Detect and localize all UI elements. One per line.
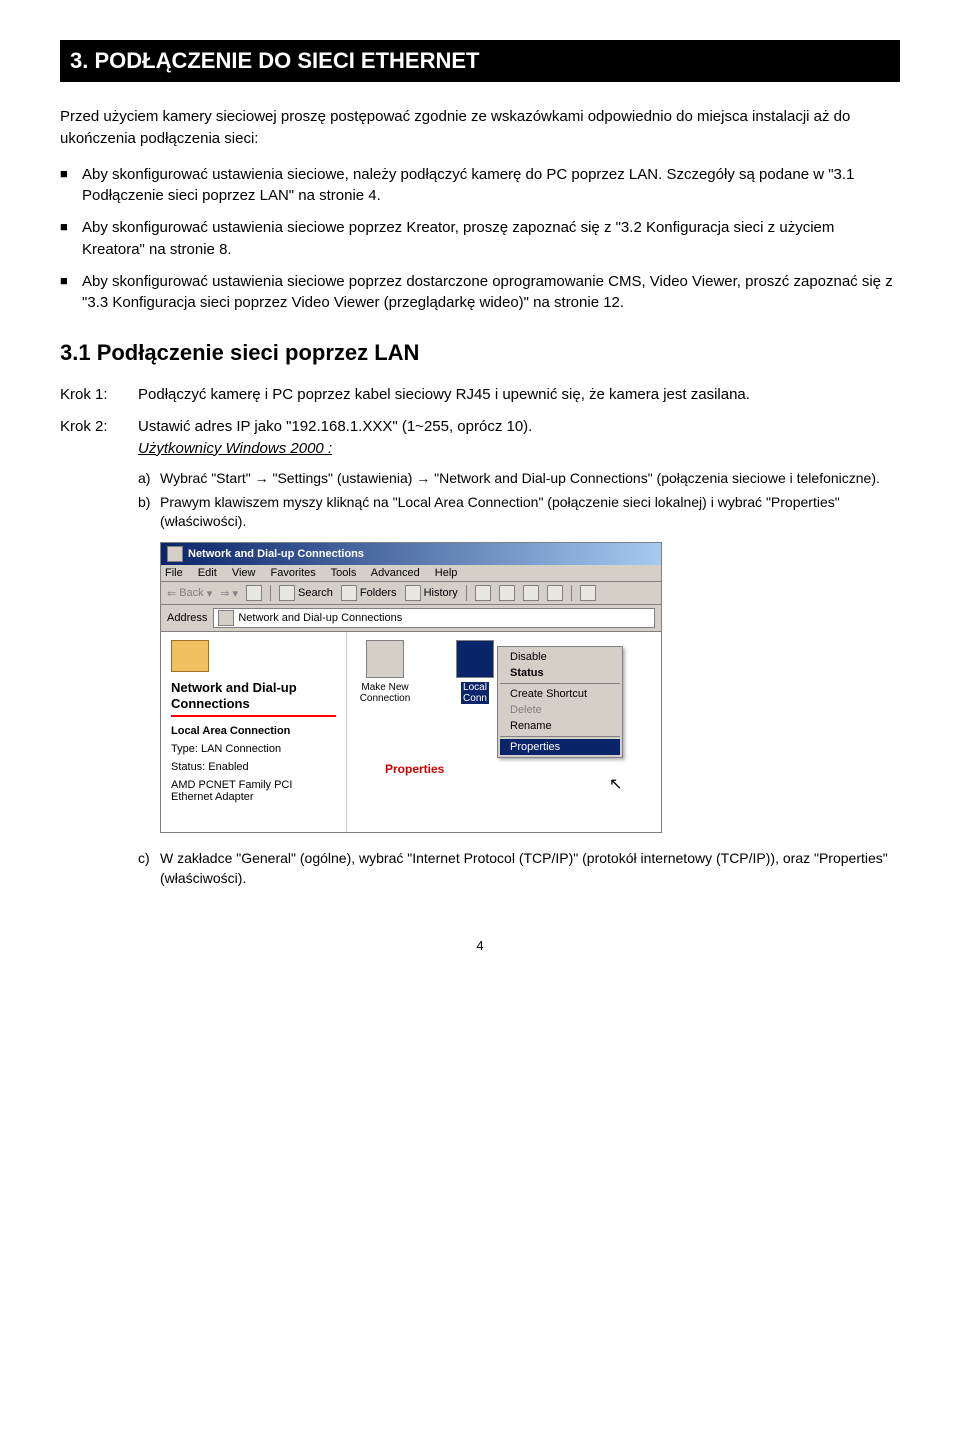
tool-icon[interactable]: [475, 585, 491, 601]
menubar: File Edit View Favorites Tools Advanced …: [161, 565, 661, 582]
sub-text: W zakładce "General" (ogólne), wybrać "I…: [160, 849, 900, 888]
sub-text: Prawym klawiszem myszy kliknąć na "Local…: [160, 493, 900, 532]
win2k-window: Network and Dial-up Connections File Edi…: [160, 542, 662, 833]
step-line: Ustawić adres IP jako "192.168.1.XXX" (1…: [138, 418, 532, 435]
history-button[interactable]: History: [405, 585, 458, 601]
sub-letter: c): [138, 849, 160, 888]
sub-list: c) W zakładce "General" (ogólne), wybrać…: [138, 849, 900, 888]
context-menu-item[interactable]: Create Shortcut: [500, 686, 620, 702]
context-menu: Disable Status Create Shortcut Delete Re…: [497, 646, 623, 758]
connection-icon: [366, 640, 404, 678]
icon-item[interactable]: LocalConn: [445, 640, 505, 704]
step-label: Krok 2:: [60, 416, 138, 460]
left-pane: Network and Dial-up Connections Local Ar…: [161, 632, 347, 832]
up-icon[interactable]: [246, 585, 262, 601]
bullet-item: Aby skonfigurować ustawienia sieciowe, n…: [60, 164, 900, 208]
folders-icon: [341, 585, 357, 601]
step-row: Krok 1: Podłączyć kamerę i PC poprzez ka…: [60, 384, 900, 406]
sub-letter: a): [138, 469, 160, 489]
properties-callout: Properties: [385, 762, 444, 776]
cursor-icon: ↖: [609, 774, 622, 794]
menu-item[interactable]: View: [232, 567, 256, 579]
bullet-item: Aby skonfigurować ustawienia sieciowe po…: [60, 217, 900, 261]
context-menu-item[interactable]: Status: [500, 665, 620, 681]
left-info: Status: Enabled: [171, 761, 336, 773]
tool-icon[interactable]: [499, 585, 515, 601]
toolbar: ⇐ Back ▾ ⇒ ▾ Search Folders History: [161, 582, 661, 605]
sub-item: a) Wybrać "Start" → "Settings" (ustawien…: [138, 469, 900, 489]
icon-item[interactable]: Make NewConnection: [355, 640, 415, 704]
toolbar-separator: [270, 585, 271, 601]
menu-item[interactable]: File: [165, 567, 183, 579]
bullet-list: Aby skonfigurować ustawienia sieciowe, n…: [60, 164, 900, 315]
left-info: Type: LAN Connection: [171, 743, 336, 755]
menu-item[interactable]: Edit: [198, 567, 217, 579]
back-button[interactable]: ⇐ Back ▾: [167, 587, 212, 600]
step-subtitle: Użytkownicy Windows 2000 :: [138, 440, 332, 457]
context-menu-separator: [500, 736, 620, 737]
tool-icon[interactable]: [523, 585, 539, 601]
folder-icon: [218, 610, 234, 626]
sub-letter: b): [138, 493, 160, 532]
intro-paragraph: Przed użyciem kamery sieciowej proszę po…: [60, 106, 900, 150]
menu-item[interactable]: Tools: [331, 567, 357, 579]
address-field[interactable]: Network and Dial-up Connections: [213, 608, 655, 628]
sub-text: Wybrać "Start" → "Settings" (ustawienia)…: [160, 469, 900, 489]
page-number: 4: [60, 938, 900, 953]
context-menu-separator: [500, 683, 620, 684]
menu-item[interactable]: Advanced: [371, 567, 420, 579]
sub-list: a) Wybrać "Start" → "Settings" (ustawien…: [138, 469, 900, 532]
tool-icon[interactable]: [547, 585, 563, 601]
menu-item[interactable]: Favorites: [271, 567, 316, 579]
bullet-item: Aby skonfigurować ustawienia sieciowe po…: [60, 271, 900, 315]
icon-label: Make NewConnection: [355, 682, 415, 704]
sub-item: b) Prawym klawiszem myszy kliknąć na "Lo…: [138, 493, 900, 532]
menu-item[interactable]: Help: [435, 567, 458, 579]
search-icon: [279, 585, 295, 601]
context-menu-item[interactable]: Rename: [500, 718, 620, 734]
right-pane: Make NewConnection LocalConn Disable Sta…: [347, 632, 661, 832]
context-menu-item[interactable]: Disable: [500, 649, 620, 665]
step-row: Krok 2: Ustawić adres IP jako "192.168.1…: [60, 416, 900, 460]
sub-item: c) W zakładce "General" (ogólne), wybrać…: [138, 849, 900, 888]
content-area: Network and Dial-up Connections Local Ar…: [161, 632, 661, 832]
left-info: AMD PCNET Family PCI Ethernet Adapter: [171, 779, 336, 803]
section-heading: 3. PODŁĄCZENIE DO SIECI ETHERNET: [60, 40, 900, 82]
screenshot-container: Network and Dial-up Connections File Edi…: [160, 542, 900, 833]
icon-label: LocalConn: [445, 682, 505, 704]
left-info: Local Area Connection: [171, 725, 336, 737]
folders-button[interactable]: Folders: [341, 585, 397, 601]
context-menu-item: Delete: [500, 702, 620, 718]
forward-button[interactable]: ⇒ ▾: [220, 587, 238, 600]
folder-large-icon: [171, 640, 209, 672]
step-body: Ustawić adres IP jako "192.168.1.XXX" (1…: [138, 416, 900, 460]
step-body: Podłączyć kamerę i PC poprzez kabel siec…: [138, 384, 900, 406]
tool-icon[interactable]: [580, 585, 596, 601]
window-icon: [167, 546, 183, 562]
connection-icon: [456, 640, 494, 678]
address-label: Address: [167, 612, 207, 624]
window-title: Network and Dial-up Connections: [188, 548, 364, 560]
window-titlebar: Network and Dial-up Connections: [161, 543, 661, 565]
search-button[interactable]: Search: [279, 585, 333, 601]
toolbar-separator: [466, 585, 467, 601]
address-value: Network and Dial-up Connections: [238, 612, 402, 624]
subsection-heading: 3.1 Podłączenie sieci poprzez LAN: [60, 340, 900, 366]
history-icon: [405, 585, 421, 601]
context-menu-item-properties[interactable]: Properties: [500, 739, 620, 755]
address-bar: Address Network and Dial-up Connections: [161, 605, 661, 632]
step-label: Krok 1:: [60, 384, 138, 406]
steps-container: Krok 1: Podłączyć kamerę i PC poprzez ka…: [60, 384, 900, 459]
left-pane-title: Network and Dial-up Connections: [171, 680, 336, 717]
toolbar-separator: [571, 585, 572, 601]
